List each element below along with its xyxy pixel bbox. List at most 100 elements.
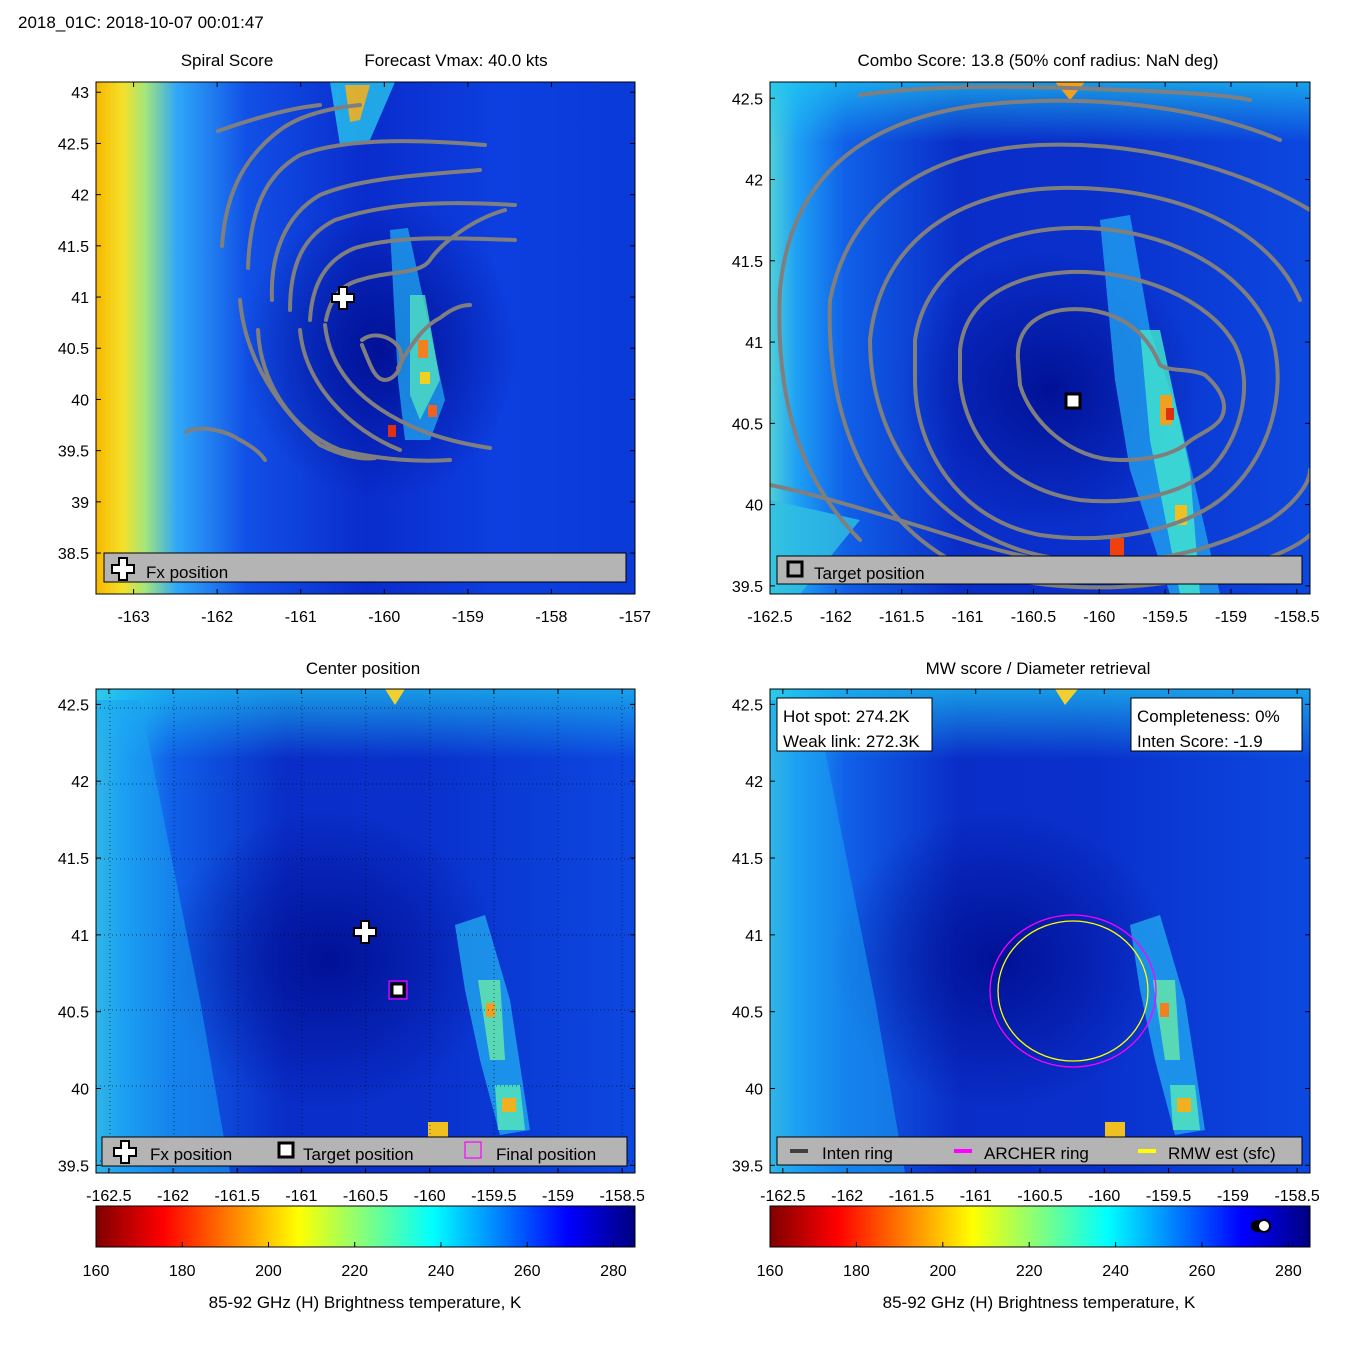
legend-inten-label: Inten ring xyxy=(822,1144,893,1163)
center-grid xyxy=(96,689,635,1173)
colorbar-tick-label: 280 xyxy=(1275,1263,1302,1280)
x-tick-label: -163 xyxy=(118,609,150,626)
y-tick-label: 40.5 xyxy=(58,341,89,358)
y-tick-label: 42.5 xyxy=(58,697,89,714)
x-tick-label: -162 xyxy=(820,609,852,626)
spiral-title: Spiral Score xyxy=(181,51,274,70)
combo-contours xyxy=(770,84,1310,590)
colorbar-tick-label: 240 xyxy=(1102,1263,1129,1280)
mw-score-marker xyxy=(1251,1219,1271,1233)
x-tick-label: -159.5 xyxy=(1146,1188,1191,1205)
spiral-contours xyxy=(184,103,517,463)
x-tick-label: -160 xyxy=(414,1188,446,1205)
x-tick-label: -159 xyxy=(542,1188,574,1205)
legend-fx-label: Fx position xyxy=(150,1145,232,1164)
colorbar-tick-label: 260 xyxy=(1189,1263,1216,1280)
x-tick-label: -157 xyxy=(619,609,651,626)
x-tick-label: -162.5 xyxy=(747,609,792,626)
x-tick-label: -161 xyxy=(960,1188,992,1205)
x-tick-label: -158.5 xyxy=(1274,1188,1319,1205)
y-tick-label: 40.5 xyxy=(58,1005,89,1022)
y-tick-label: 42 xyxy=(71,774,89,791)
colorbar-left: 160 180 200 220 240 260 280 85-92 GHz (H) Brig… xyxy=(83,1205,636,1312)
forecast-vmax: Forecast Vmax: 40.0 kts xyxy=(364,51,547,70)
x-tick-label: -159.5 xyxy=(1142,609,1187,626)
y-tick-label: 42 xyxy=(71,188,89,205)
colorbar-label: 85-92 GHz (H) Brightness temperature, K xyxy=(883,1293,1196,1312)
x-tick-label: -161.5 xyxy=(889,1188,934,1205)
x-tick-label: -162 xyxy=(157,1188,189,1205)
target-position-marker xyxy=(1064,392,1082,410)
y-tick-label: 40 xyxy=(71,1081,89,1098)
x-tick-label: -160.5 xyxy=(1011,609,1056,626)
y-tick-label: 41.5 xyxy=(58,239,89,256)
x-tick-label: -161.5 xyxy=(214,1188,259,1205)
x-tick-label: -160 xyxy=(368,609,400,626)
y-tick-label: 42.5 xyxy=(732,697,763,714)
x-tick-label: -162 xyxy=(831,1188,863,1205)
x-tick-label: -158.5 xyxy=(599,1188,644,1205)
y-tick-label: 41 xyxy=(745,928,763,945)
y-tick-label: 40.5 xyxy=(732,1005,763,1022)
hot-spot-box: Hot spot: 274.2K Weak link: 272.3K xyxy=(776,697,933,752)
legend-rmw-label: RMW est (sfc) xyxy=(1168,1144,1276,1163)
weak-link-value: Weak link: 272.3K xyxy=(783,732,920,751)
y-tick-label: 41 xyxy=(71,928,89,945)
center-title: Center position xyxy=(306,659,420,678)
x-tick-label: -162.5 xyxy=(760,1188,805,1205)
combo-image xyxy=(770,82,1310,594)
spiral-legend: Fx position xyxy=(103,552,627,583)
x-tick-label: -159 xyxy=(1215,609,1247,626)
panel-spiral-score: Spiral Score Forecast Vmax: 40.0 kts xyxy=(58,51,651,626)
x-tick-label: -162 xyxy=(201,609,233,626)
hot-spot-value: Hot spot: 274.2K xyxy=(783,707,910,726)
colorbar-tick-label: 240 xyxy=(428,1263,455,1280)
x-tick-label: -160 xyxy=(1083,609,1115,626)
legend-fx-label: Fx position xyxy=(146,563,228,582)
y-tick-label: 43 xyxy=(71,85,89,102)
inten-score-value: Inten Score: -1.9 xyxy=(1137,732,1263,751)
x-tick-label: -159 xyxy=(452,609,484,626)
colorbar-tick-label: 220 xyxy=(341,1263,368,1280)
legend-target-label: Target position xyxy=(814,564,925,583)
y-tick-label: 42 xyxy=(745,173,763,190)
mw-title: MW score / Diameter retrieval xyxy=(926,659,1151,678)
legend-final-label: Final position xyxy=(496,1145,596,1164)
y-tick-label: 41.5 xyxy=(58,851,89,868)
colorbar-tick-label: 180 xyxy=(169,1263,196,1280)
x-tick-label: -160.5 xyxy=(343,1188,388,1205)
y-tick-label: 42 xyxy=(745,774,763,791)
y-tick-label: 41 xyxy=(745,335,763,352)
y-tick-label: 41.5 xyxy=(732,254,763,271)
x-tick-label: -159.5 xyxy=(471,1188,516,1205)
colorbar-tick-label: 200 xyxy=(929,1263,956,1280)
x-tick-label: -158.5 xyxy=(1274,609,1319,626)
rmw-ring xyxy=(997,920,1149,1062)
y-tick-label: 40.5 xyxy=(732,416,763,433)
y-tick-label: 41 xyxy=(71,290,89,307)
x-tick-label: -159 xyxy=(1217,1188,1249,1205)
colorbar-tick-label: 200 xyxy=(255,1263,282,1280)
y-tick-label: 41.5 xyxy=(732,851,763,868)
x-tick-label: -162.5 xyxy=(86,1188,131,1205)
y-tick-label: 40 xyxy=(745,1081,763,1098)
target-position-marker xyxy=(390,982,406,998)
y-tick-label: 39.5 xyxy=(732,1158,763,1175)
y-tick-label: 40 xyxy=(71,392,89,409)
y-tick-label: 38.5 xyxy=(58,546,89,563)
center-legend: Fx position Target position Final positi… xyxy=(101,1136,628,1167)
mw-image xyxy=(770,689,1310,1173)
colorbar-tick-label: 160 xyxy=(757,1263,784,1280)
spiral-image xyxy=(96,82,635,594)
x-tick-label: -158 xyxy=(535,609,567,626)
fx-position-marker xyxy=(353,920,377,944)
x-tick-label: -161.5 xyxy=(879,609,924,626)
panel-mw-score: MW score / Diameter retrieval Hot spot: … xyxy=(732,659,1320,1205)
fx-position-marker xyxy=(331,286,355,310)
archer-ring xyxy=(989,914,1157,1068)
x-tick-label: -161 xyxy=(285,1188,317,1205)
combo-title: Combo Score: 13.8 (50% conf radius: NaN … xyxy=(858,51,1219,70)
y-tick-label: 39 xyxy=(71,495,89,512)
completeness-box: Completeness: 0% Inten Score: -1.9 xyxy=(1130,697,1303,752)
